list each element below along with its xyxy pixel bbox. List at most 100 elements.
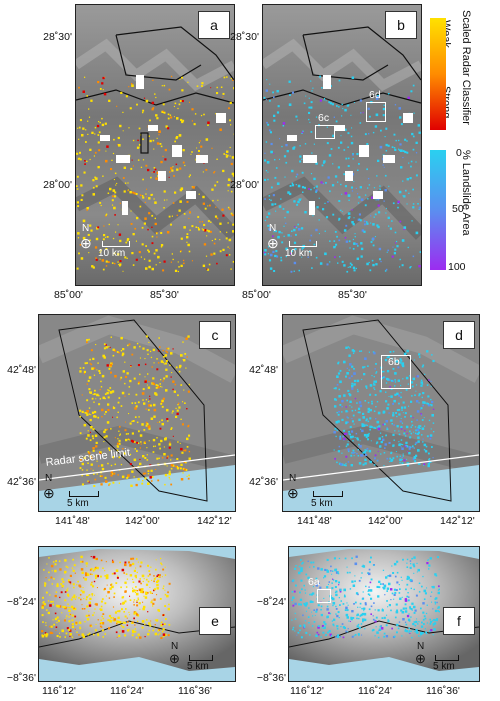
detection-pixel <box>162 349 164 352</box>
detection-pixel <box>109 391 113 394</box>
detection-pixel <box>375 442 378 445</box>
detection-pixel <box>333 240 336 242</box>
detection-pixel <box>285 247 288 250</box>
detection-pixel <box>132 165 134 167</box>
detection-pixel <box>162 103 165 106</box>
detection-pixel <box>409 436 412 439</box>
detection-pixel <box>320 636 322 638</box>
detection-pixel <box>118 430 120 432</box>
detection-pixel <box>164 483 166 486</box>
detection-pixel <box>332 578 334 580</box>
detection-pixel <box>264 219 266 222</box>
detection-pixel <box>104 397 106 400</box>
detection-pixel <box>397 627 400 630</box>
detection-pixel <box>383 632 386 635</box>
detection-pixel <box>386 407 389 410</box>
detection-pixel <box>412 135 415 138</box>
detection-pixel <box>103 225 105 227</box>
detection-pixel <box>159 143 162 145</box>
detection-pixel <box>84 621 86 623</box>
detection-pixel <box>382 438 385 441</box>
detection-pixel <box>349 262 352 265</box>
detection-pixel <box>267 253 269 255</box>
detection-pixel <box>400 123 403 126</box>
detection-pixel <box>345 606 348 610</box>
detection-pixel <box>394 148 397 151</box>
detection-pixel <box>86 341 88 344</box>
detection-pixel <box>132 420 135 422</box>
detection-pixel <box>138 430 140 433</box>
detection-pixel <box>134 628 137 630</box>
detection-pixel <box>337 420 340 423</box>
detection-pixel <box>372 131 375 134</box>
detection-pixel <box>124 375 128 379</box>
detection-pixel <box>77 127 79 129</box>
detection-pixel <box>135 558 138 560</box>
detection-pixel <box>118 634 121 637</box>
detection-pixel <box>98 121 100 123</box>
detection-pixel <box>179 442 181 444</box>
detection-pixel <box>377 411 381 415</box>
detection-pixel <box>152 605 154 607</box>
detection-pixel <box>356 379 360 383</box>
detection-pixel <box>340 135 342 137</box>
detection-pixel <box>149 139 152 143</box>
detection-pixel <box>110 584 112 586</box>
detection-pixel <box>87 233 90 236</box>
detection-pixel <box>432 608 434 610</box>
detection-pixel <box>87 434 90 437</box>
detection-pixel <box>102 175 104 177</box>
detection-pixel <box>360 577 362 579</box>
detection-pixel <box>100 483 103 486</box>
detection-pixel <box>177 404 179 406</box>
detection-pixel <box>265 89 268 92</box>
detection-pixel <box>277 105 280 108</box>
detection-pixel <box>111 560 115 564</box>
detection-pixel <box>415 141 418 144</box>
detection-pixel <box>145 99 149 103</box>
detection-pixel <box>51 583 53 585</box>
detection-pixel <box>147 426 150 429</box>
detection-pixel <box>188 434 191 437</box>
detection-pixel <box>119 561 121 564</box>
detection-pixel <box>364 458 367 461</box>
detection-pixel <box>312 215 314 217</box>
detection-pixel <box>112 237 115 240</box>
detection-pixel <box>70 598 73 601</box>
detection-pixel <box>64 606 67 610</box>
detection-pixel <box>98 131 101 134</box>
detection-pixel <box>179 251 182 253</box>
detection-pixel <box>155 386 158 389</box>
detection-pixel <box>359 99 363 102</box>
detection-pixel <box>119 124 122 128</box>
detection-pixel <box>96 393 99 397</box>
detection-pixel <box>168 582 171 585</box>
detection-pixel <box>337 372 341 375</box>
detection-pixel <box>153 167 156 169</box>
detection-pixel <box>94 133 96 135</box>
detection-pixel <box>142 399 144 401</box>
detection-pixel <box>137 478 140 481</box>
detection-pixel <box>433 619 435 621</box>
detection-pixel <box>110 371 112 374</box>
detection-pixel <box>427 395 430 398</box>
detection-pixel <box>345 406 347 408</box>
detection-pixel <box>105 344 107 346</box>
detection-pixel <box>383 370 385 373</box>
detection-pixel <box>44 582 46 583</box>
detection-pixel <box>343 464 346 467</box>
detection-pixel <box>89 148 92 151</box>
detection-pixel <box>391 255 394 258</box>
detection-pixel <box>432 585 435 589</box>
detection-pixel <box>74 598 77 600</box>
detection-pixel <box>137 382 140 385</box>
detection-pixel <box>91 265 94 268</box>
detection-pixel <box>179 364 182 368</box>
detection-pixel <box>315 185 318 188</box>
detection-pixel <box>88 413 91 415</box>
detection-pixel <box>335 399 337 401</box>
detection-pixel <box>378 586 381 589</box>
detection-pixel <box>124 182 127 184</box>
detection-pixel <box>420 379 423 381</box>
detection-pixel <box>57 619 60 622</box>
